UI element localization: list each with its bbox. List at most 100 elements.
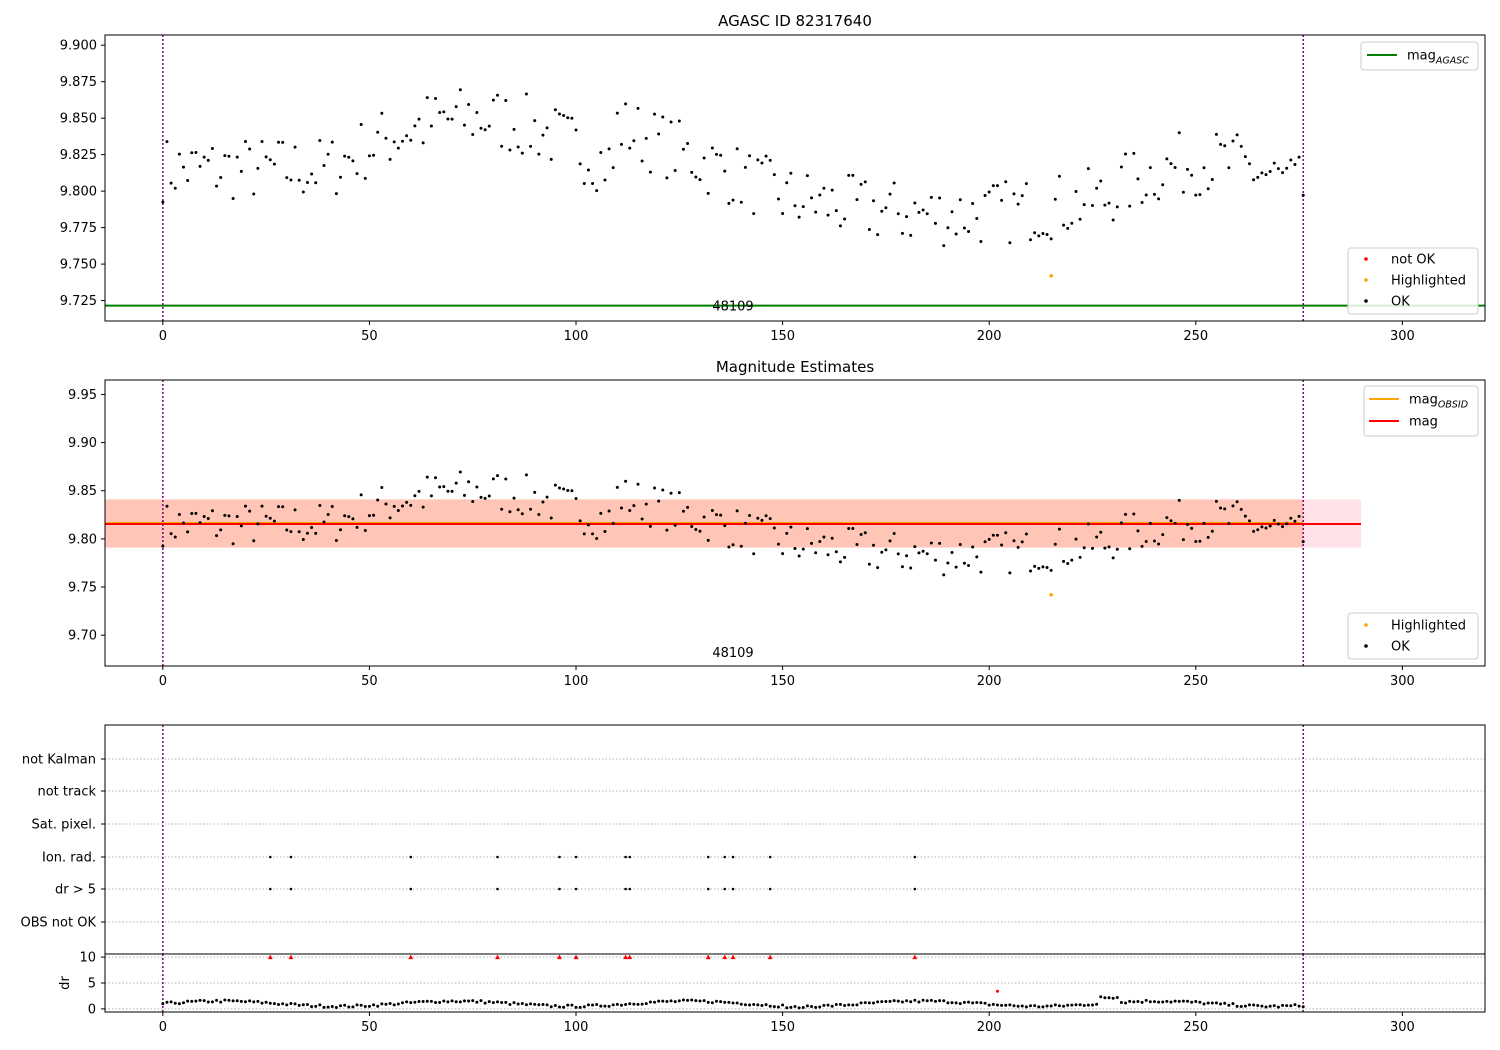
ok-point: [281, 140, 285, 144]
ok-point: [967, 564, 971, 568]
y-tick-label: 9.850: [60, 112, 97, 127]
dr-clipped-marker: [267, 954, 273, 960]
ok-point: [619, 506, 623, 510]
ok-point: [1243, 155, 1247, 159]
ok-point: [1239, 144, 1243, 148]
flag-point: [913, 887, 917, 891]
ok-point: [500, 507, 504, 511]
ok-point: [1252, 529, 1256, 533]
ok-point: [1186, 522, 1190, 526]
dr-point: [190, 999, 194, 1003]
dr-point: [557, 1005, 561, 1009]
ok-point: [611, 521, 615, 525]
ok-point: [615, 111, 619, 115]
ok-point: [1202, 521, 1206, 525]
ok-point: [851, 526, 855, 530]
ok-point: [289, 178, 293, 182]
dr-point: [1177, 999, 1181, 1003]
dr-point: [958, 1002, 962, 1006]
flag-point: [409, 855, 413, 859]
dr-point: [900, 1000, 904, 1004]
ok-point: [252, 192, 256, 196]
ok-point: [1144, 193, 1148, 197]
ok-point: [797, 215, 801, 219]
ok-point: [1152, 192, 1156, 196]
ok-point: [1107, 545, 1111, 549]
dr-point: [384, 1002, 388, 1006]
flag-point: [913, 855, 917, 859]
ok-point: [500, 144, 504, 148]
ok-point: [1099, 179, 1103, 183]
ok-point: [810, 541, 814, 545]
ok-point: [921, 549, 925, 553]
flag-point: [723, 887, 727, 891]
ok-point: [243, 140, 247, 144]
x-tick-label: 0: [159, 1020, 167, 1035]
x-tick-label: 50: [361, 329, 378, 344]
dr-point: [305, 1002, 309, 1006]
ok-point: [950, 210, 954, 214]
dr-point: [628, 1002, 632, 1006]
ok-point: [1136, 529, 1140, 533]
ok-point: [582, 181, 586, 185]
dr-point: [1004, 1003, 1008, 1007]
ok-point: [1210, 529, 1214, 533]
dr-point: [1111, 996, 1115, 1000]
ok-point: [1219, 142, 1223, 146]
panel-title: Magnitude Estimates: [716, 358, 874, 376]
dr-point: [429, 999, 433, 1003]
dr-point: [1119, 1000, 1123, 1004]
dr-point: [781, 1003, 785, 1007]
dr-point: [417, 1000, 421, 1004]
dr-point: [867, 1001, 871, 1005]
ok-point: [450, 489, 454, 493]
flag-point: [558, 887, 561, 891]
ok-point: [1268, 524, 1272, 528]
dr-point: [1090, 1003, 1094, 1007]
ok-point: [1206, 535, 1210, 539]
ok-point: [1268, 170, 1272, 174]
ok-point: [772, 526, 776, 530]
dr-point: [830, 1004, 834, 1008]
ok-point: [1086, 167, 1090, 171]
ok-point: [578, 519, 582, 523]
ok-point: [838, 560, 842, 564]
ok-point: [760, 161, 764, 165]
ok-point: [529, 507, 533, 511]
dr-point: [467, 999, 471, 1003]
ok-point: [1148, 166, 1152, 170]
ok-point: [491, 477, 495, 481]
point-legend: [1347, 612, 1479, 660]
ok-point: [1235, 500, 1239, 504]
dr-point: [785, 1006, 789, 1010]
ok-point: [409, 138, 413, 142]
dr-point: [1053, 1003, 1057, 1007]
ok-point: [1004, 180, 1008, 184]
dr-panel: 0 50 100 150 200 250 300 0 5 10 dr: [58, 951, 1486, 1035]
dr-point: [318, 1003, 322, 1007]
dr-point: [1049, 1004, 1053, 1008]
dr-point: [768, 1004, 772, 1008]
ok-point: [1219, 506, 1223, 510]
ok-point: [892, 181, 896, 185]
ok-point: [376, 498, 380, 502]
ok-point: [438, 111, 442, 115]
dr-point: [1219, 1002, 1223, 1006]
ok-point: [826, 553, 830, 557]
ok-point: [1181, 538, 1185, 542]
ok-point: [310, 172, 314, 176]
ok-point: [1173, 521, 1177, 525]
dr-point: [351, 1005, 355, 1009]
ok-point: [805, 527, 809, 531]
ok-point: [859, 182, 863, 186]
dr-point: [334, 1006, 338, 1010]
ok-point: [1239, 507, 1243, 511]
ok-point: [772, 173, 776, 177]
ok-point: [855, 543, 859, 547]
ok-point: [1214, 132, 1218, 136]
ok-point: [793, 204, 797, 208]
ok-point: [1128, 547, 1132, 551]
ok-point: [471, 133, 475, 137]
ok-point: [694, 528, 698, 532]
ok-point: [591, 181, 595, 185]
